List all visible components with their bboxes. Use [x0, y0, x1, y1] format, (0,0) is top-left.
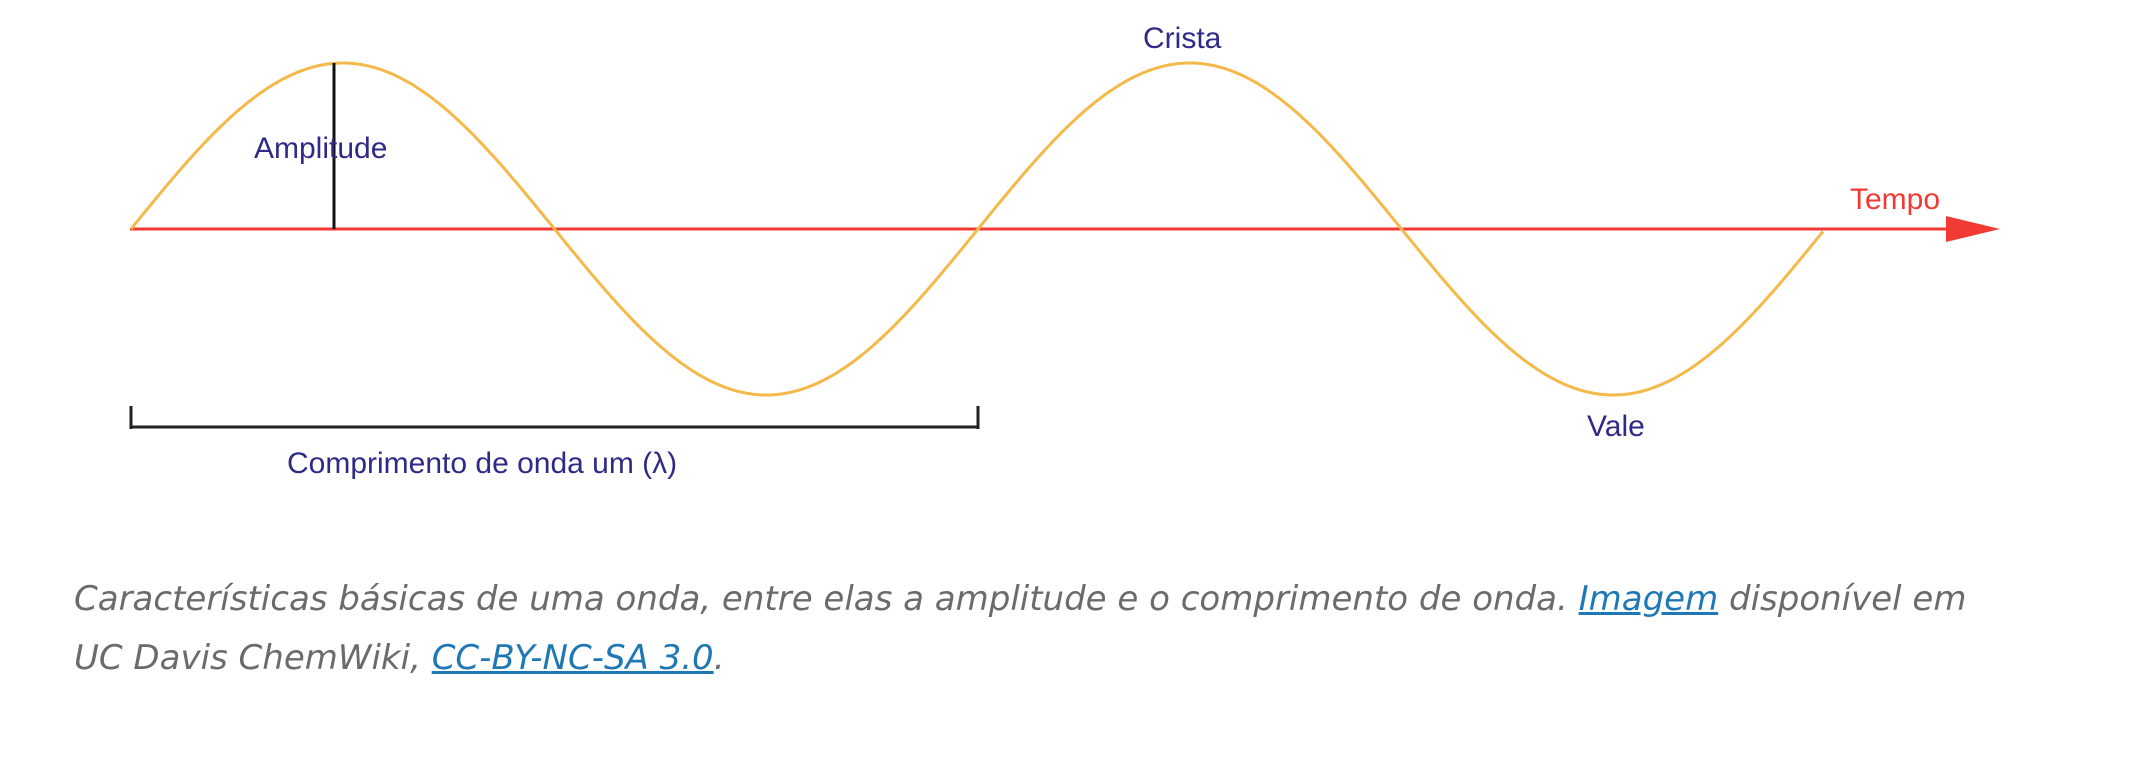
caption-text-1: Características básicas de uma onda, ent… [74, 579, 1579, 619]
time-label: Tempo [1850, 183, 1940, 216]
wave-diagram: Crista Amplitude Tempo Vale Comprimento … [129, 22, 2000, 480]
wavelength-label: Comprimento de onda um (λ) [287, 447, 677, 480]
figure-caption: Características básicas de uma onda, ent… [74, 570, 1974, 688]
trough-label: Vale [1587, 410, 1645, 443]
caption-link-license[interactable]: CC-BY-NC-SA 3.0 [431, 638, 714, 678]
amplitude-label: Amplitude [254, 132, 387, 165]
caption-text-3: . [713, 638, 725, 678]
sine-wave [129, 61, 1825, 397]
wavelength-bracket [129, 406, 980, 429]
crest-label: Crista [1143, 22, 1222, 55]
caption-text-2: disponível em UC Davis ChemWiki, [74, 579, 1967, 678]
time-axis-arrowhead [1946, 216, 2000, 242]
caption-link-image[interactable]: Imagem [1578, 579, 1719, 619]
